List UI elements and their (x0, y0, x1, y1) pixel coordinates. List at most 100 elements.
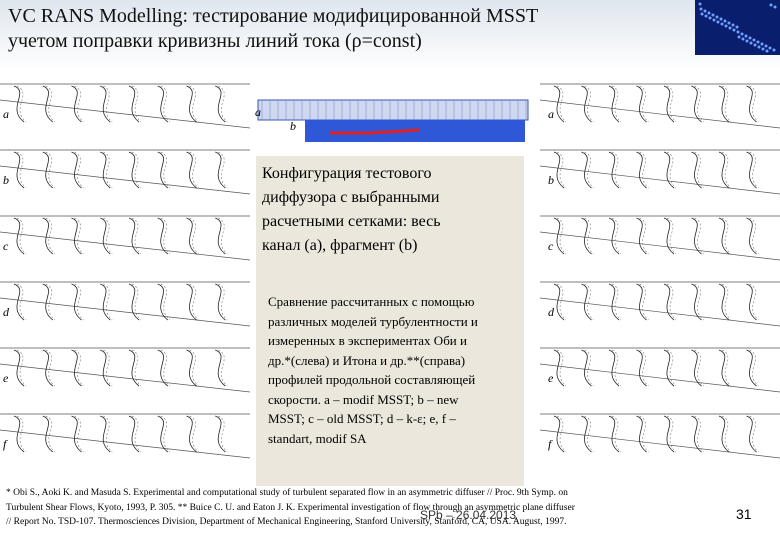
velocity-profile (215, 217, 226, 255)
velocity-profile (749, 85, 759, 123)
comparison-line: различных моделей турбулентности и (268, 313, 478, 329)
logo-dot (716, 20, 720, 24)
velocity-profile (186, 151, 197, 189)
velocity-profile (100, 151, 111, 189)
footnote-line: // Report No. TSD-107. Thermosciences Di… (6, 517, 567, 527)
velocity-profile (74, 85, 84, 123)
velocity-profile (189, 415, 199, 453)
velocity-profile (100, 217, 111, 255)
caption: Конфигурация тестового диффузора с выбран… (262, 162, 441, 258)
velocity-profile (636, 85, 647, 123)
logo-dot (753, 43, 757, 47)
panel-label: b (3, 173, 9, 187)
logo-dot (720, 22, 724, 26)
velocity-profile (746, 349, 757, 387)
velocity-profile (128, 151, 140, 189)
velocity-profile (691, 217, 702, 255)
velocity-profile (189, 283, 199, 321)
velocity-profile (584, 85, 594, 123)
velocity-profile (691, 283, 702, 321)
velocity-profile (639, 283, 649, 321)
panel-label: c (548, 239, 554, 253)
velocity-profile (611, 349, 622, 387)
velocity-profile (611, 415, 622, 453)
wall-line (0, 429, 251, 459)
velocity-profile (42, 415, 53, 453)
logo-dot (745, 39, 749, 43)
comparison-text: Сравнение рассчитанных с помощью различны… (268, 292, 478, 448)
velocity-profile (13, 85, 25, 123)
velocity-profile (131, 151, 142, 189)
velocity-profile (160, 217, 170, 255)
velocity-profile (636, 415, 647, 453)
profile-row (540, 342, 780, 404)
velocity-profile (691, 151, 702, 189)
velocity-profile (611, 151, 622, 189)
profile-row (540, 210, 780, 272)
velocity-profile (71, 415, 82, 453)
velocity-profile (71, 85, 82, 123)
logo-dot (761, 47, 765, 51)
comparison-line: профилей продольной составляющей (268, 372, 476, 387)
profile-row (540, 78, 780, 140)
velocity-profile (100, 415, 111, 453)
velocity-profile (131, 283, 142, 321)
logo-dot (765, 49, 769, 53)
velocity-profile (218, 85, 228, 123)
logo-dot (772, 48, 776, 52)
velocity-profile (663, 349, 675, 387)
wall-line (539, 363, 780, 393)
velocity-profile (584, 217, 594, 255)
velocity-profile (71, 283, 82, 321)
velocity-profile (666, 217, 677, 255)
velocity-profile (157, 85, 168, 123)
profile-row (0, 210, 250, 272)
wall-line (0, 297, 251, 327)
velocity-profile (581, 217, 592, 255)
panel-label: f (3, 437, 8, 451)
velocity-profile (718, 85, 730, 123)
profile-row (0, 408, 250, 470)
comparison-line: скорости. a – modif MSST; b – new (268, 391, 459, 407)
footnote: * Obi S., Aoki K. and Masuda S. Experime… (6, 486, 575, 530)
velocity-profile (131, 85, 142, 123)
velocity-profile (718, 349, 730, 387)
velocity-profile (639, 217, 649, 255)
velocity-profile (553, 349, 565, 387)
logo-dot (735, 25, 739, 29)
profile-row (0, 144, 250, 206)
velocity-profile (218, 217, 228, 255)
velocity-profile (103, 349, 113, 387)
velocity-profile (608, 151, 620, 189)
title-line: учетом поправки кривизны линий тока (ρ=c… (8, 30, 422, 52)
velocity-profile (553, 283, 565, 321)
velocity-profile (103, 283, 113, 321)
page-number: 31 (736, 506, 752, 522)
velocity-profile (581, 349, 592, 387)
wall-line (539, 429, 780, 459)
mesh-label: a (255, 105, 261, 119)
velocity-profile (13, 283, 25, 321)
velocity-profile (611, 85, 622, 123)
caption-line: диффузора с выбранными (262, 189, 440, 206)
velocity-profile (718, 217, 730, 255)
velocity-profile (694, 85, 704, 123)
velocity-profile (131, 349, 142, 387)
logo-dot (727, 21, 731, 25)
velocity-profile (74, 217, 84, 255)
logo-dot (698, 2, 702, 6)
footnote-line: Turbulent Shear Flows, Kyoto, 1993, P. 3… (6, 502, 575, 513)
velocity-profile (721, 283, 732, 321)
logo-dot (703, 9, 707, 13)
velocity-profile (186, 85, 197, 123)
velocity-profile (691, 349, 702, 387)
velocity-profile (608, 415, 620, 453)
velocity-profile (157, 349, 168, 387)
logo-dot (757, 45, 761, 49)
logo-dot (749, 41, 753, 45)
logo-dot (731, 23, 735, 27)
velocity-profile (718, 415, 730, 453)
velocity-profile (186, 349, 197, 387)
profile-row (540, 276, 780, 338)
logo-dot (699, 7, 703, 11)
